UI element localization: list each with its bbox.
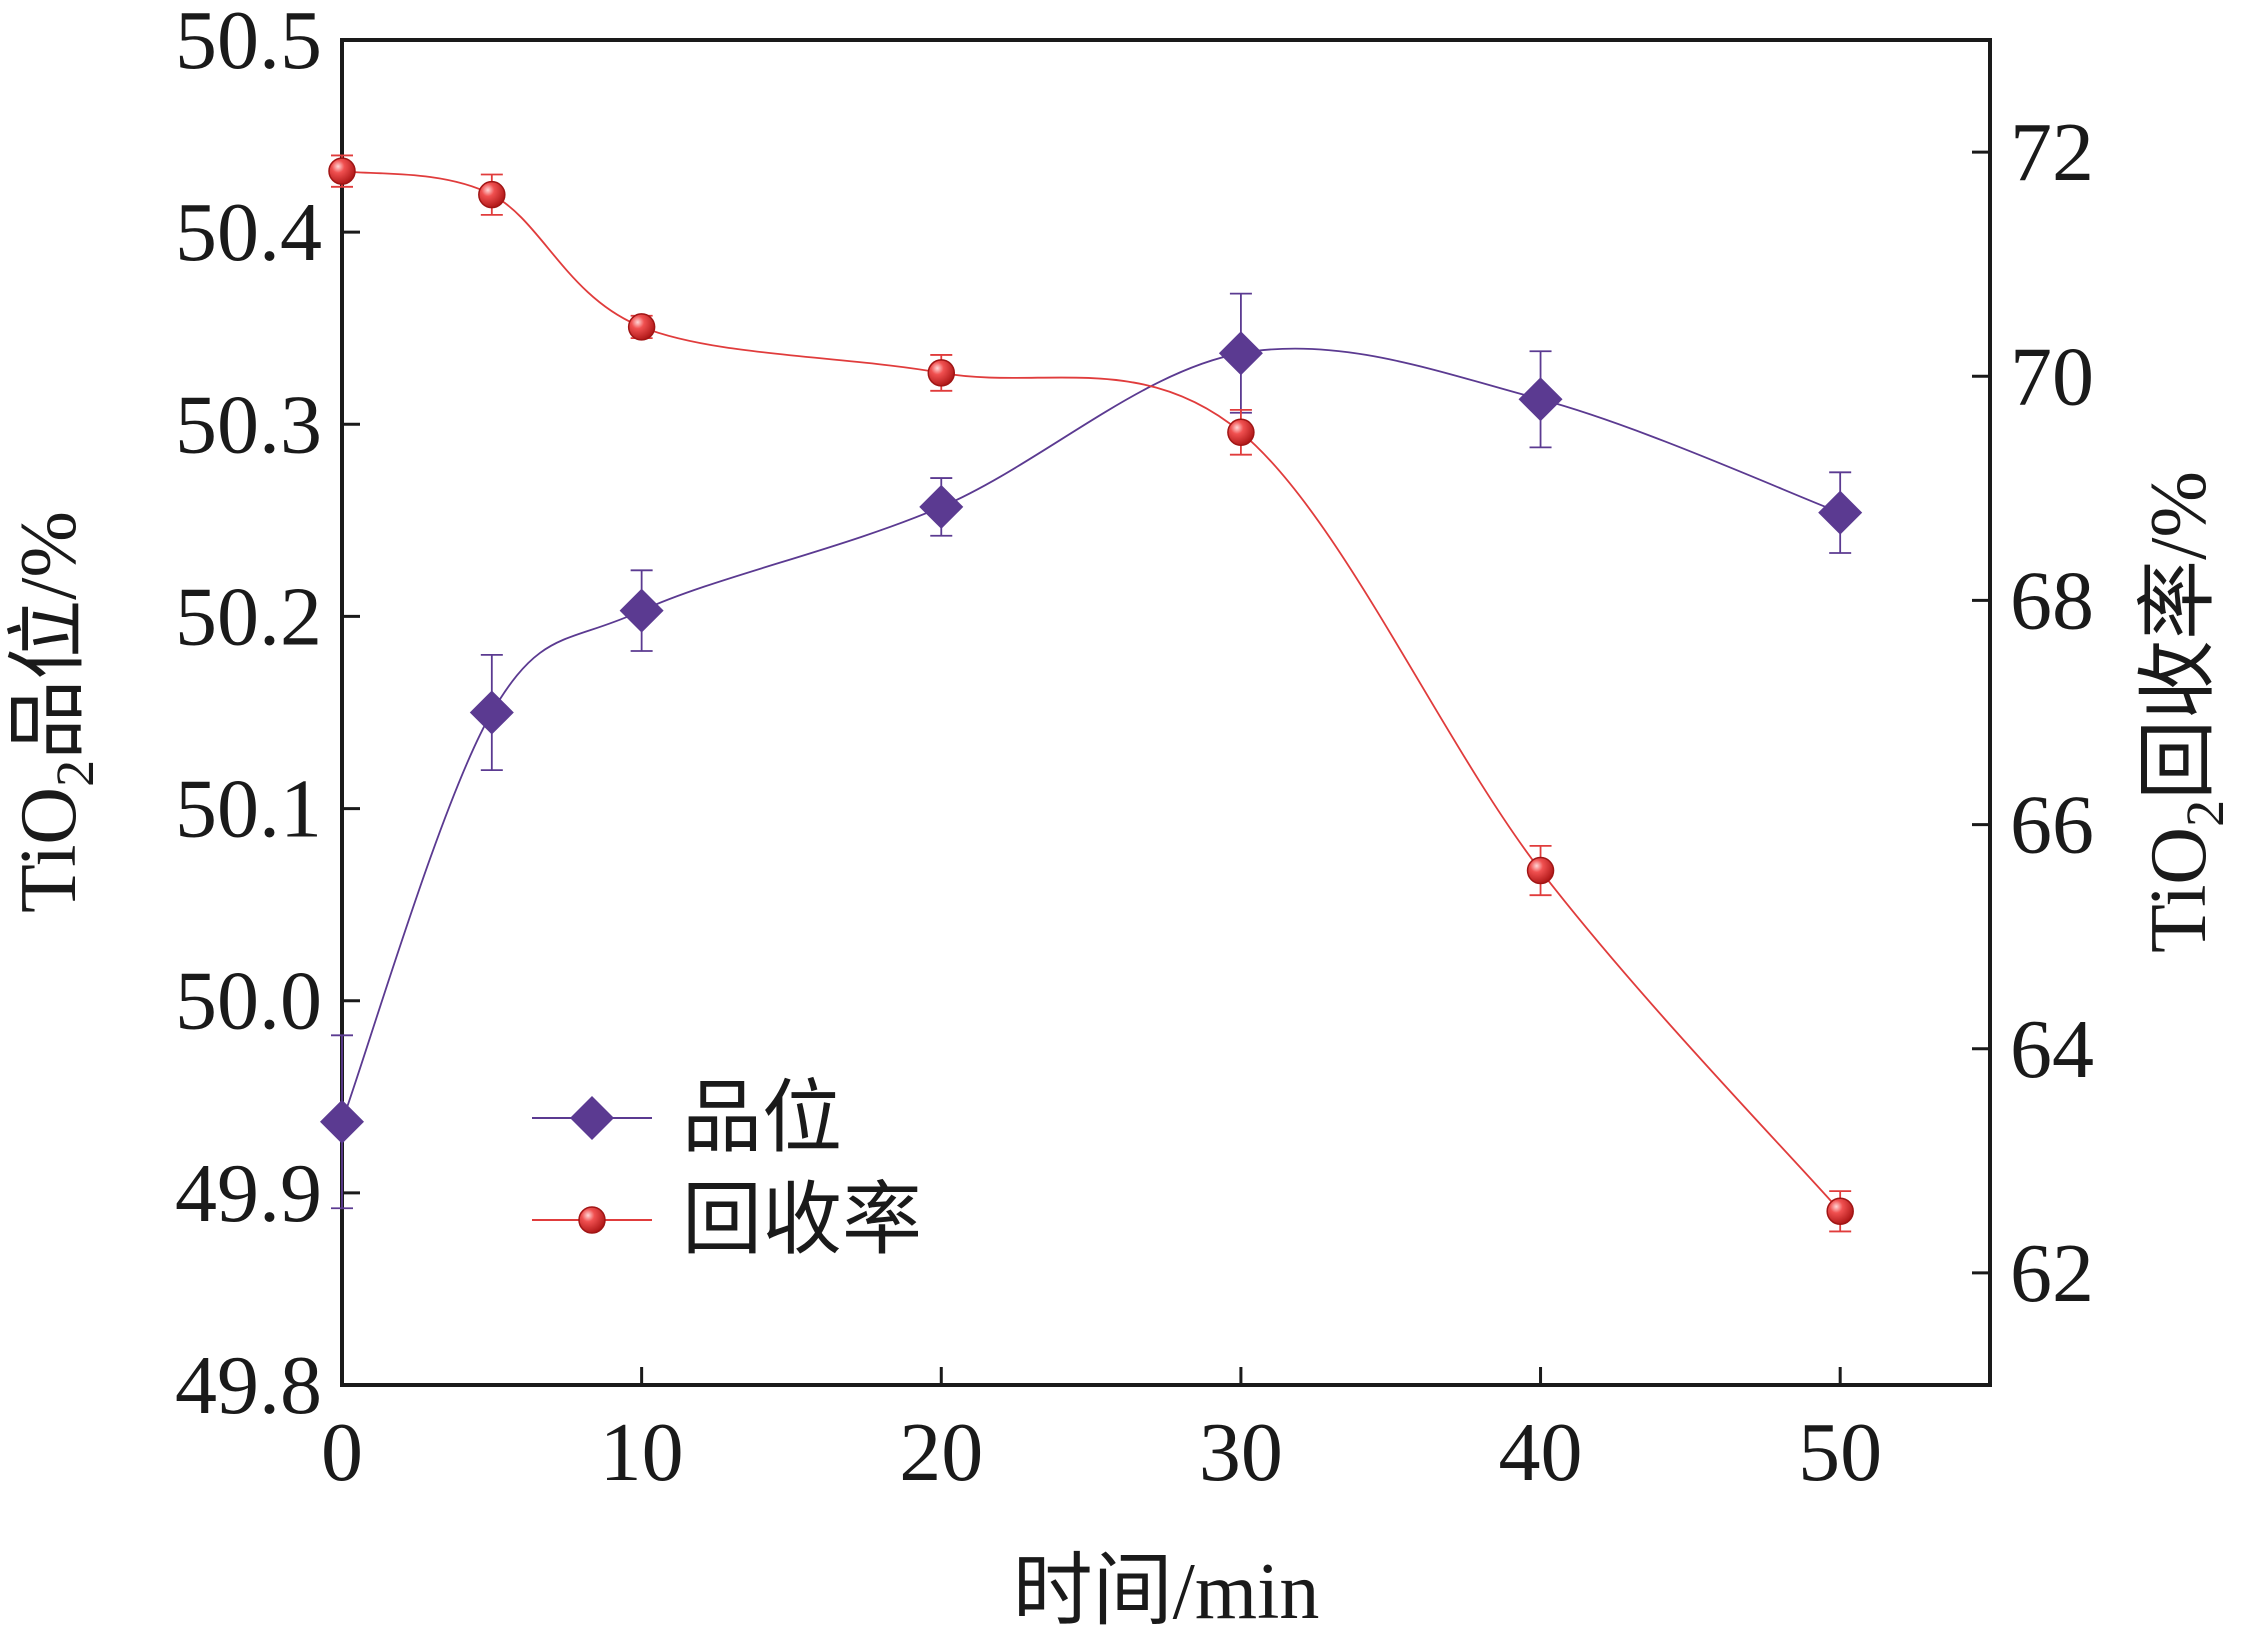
series-grade bbox=[320, 292, 1863, 1210]
x-tick-label: 0 bbox=[321, 1406, 363, 1499]
y-right-tick-label: 66 bbox=[2010, 779, 2094, 872]
legend-sphere-marker bbox=[578, 1206, 606, 1234]
data-point bbox=[919, 484, 964, 529]
legend-label-grade: 品位 bbox=[682, 1075, 842, 1163]
data-point bbox=[1818, 490, 1863, 535]
series-layer bbox=[320, 154, 1863, 1233]
data-point bbox=[619, 588, 664, 633]
y-left-tick-label: 50.0 bbox=[175, 955, 322, 1048]
y-right-tick-label: 68 bbox=[2010, 554, 2094, 647]
data-point bbox=[328, 157, 356, 185]
x-tick-label: 20 bbox=[899, 1406, 983, 1499]
data-point bbox=[1218, 331, 1263, 376]
data-point bbox=[1227, 418, 1255, 447]
y-left-tick-label: 49.9 bbox=[175, 1147, 322, 1240]
data-point bbox=[627, 313, 656, 341]
y-left-tick-label: 50.2 bbox=[175, 570, 322, 663]
legend-label-recovery: 回收率 bbox=[682, 1177, 922, 1265]
data-point bbox=[478, 180, 506, 209]
legend-diamond-marker bbox=[570, 1096, 614, 1140]
y-right-tick-label: 62 bbox=[2010, 1227, 2094, 1320]
legend: 品位 回收率 bbox=[532, 1075, 922, 1265]
y-left-tick-label: 50.1 bbox=[175, 763, 322, 856]
data-point bbox=[1518, 377, 1563, 422]
x-axis-ticks: 0 10 20 30 40 50 bbox=[321, 1367, 1882, 1499]
y-left-tick-label: 50.5 bbox=[175, 0, 322, 87]
plot-frame bbox=[340, 38, 1992, 1387]
x-tick-label: 10 bbox=[600, 1406, 684, 1499]
data-point bbox=[1826, 1197, 1854, 1226]
y-left-axis-label: TiO2品位/% bbox=[5, 511, 105, 913]
data-point bbox=[320, 1099, 364, 1144]
x-tick-label: 50 bbox=[1798, 1406, 1882, 1499]
x-tick-label: 40 bbox=[1499, 1406, 1583, 1499]
series-line bbox=[341, 170, 1841, 1212]
y-left-tick-label: 49.8 bbox=[175, 1339, 322, 1432]
y-left-tick-label: 50.3 bbox=[175, 378, 322, 471]
data-point bbox=[469, 690, 514, 735]
y-right-tick-label: 64 bbox=[2010, 1003, 2094, 1096]
x-tick-label: 30 bbox=[1199, 1406, 1283, 1499]
series-recovery bbox=[328, 154, 1854, 1233]
data-point bbox=[1526, 856, 1555, 885]
series-line bbox=[341, 347, 1841, 1123]
x-axis-label: 时间/min bbox=[1013, 1548, 1320, 1632]
data-point bbox=[927, 359, 956, 387]
y-left-axis-ticks: 49.8 49.9 50.0 50.1 50.2 50.3 50.4 50.5 bbox=[175, 0, 360, 1432]
y-right-tick-label: 70 bbox=[2010, 330, 2094, 423]
y-right-axis-label: TiO2回收率/% bbox=[2135, 471, 2235, 953]
y-right-axis-ticks: 62 64 66 68 70 72 bbox=[1972, 106, 2094, 1320]
y-left-tick-label: 50.4 bbox=[175, 186, 322, 279]
y-right-tick-label: 72 bbox=[2010, 106, 2094, 199]
